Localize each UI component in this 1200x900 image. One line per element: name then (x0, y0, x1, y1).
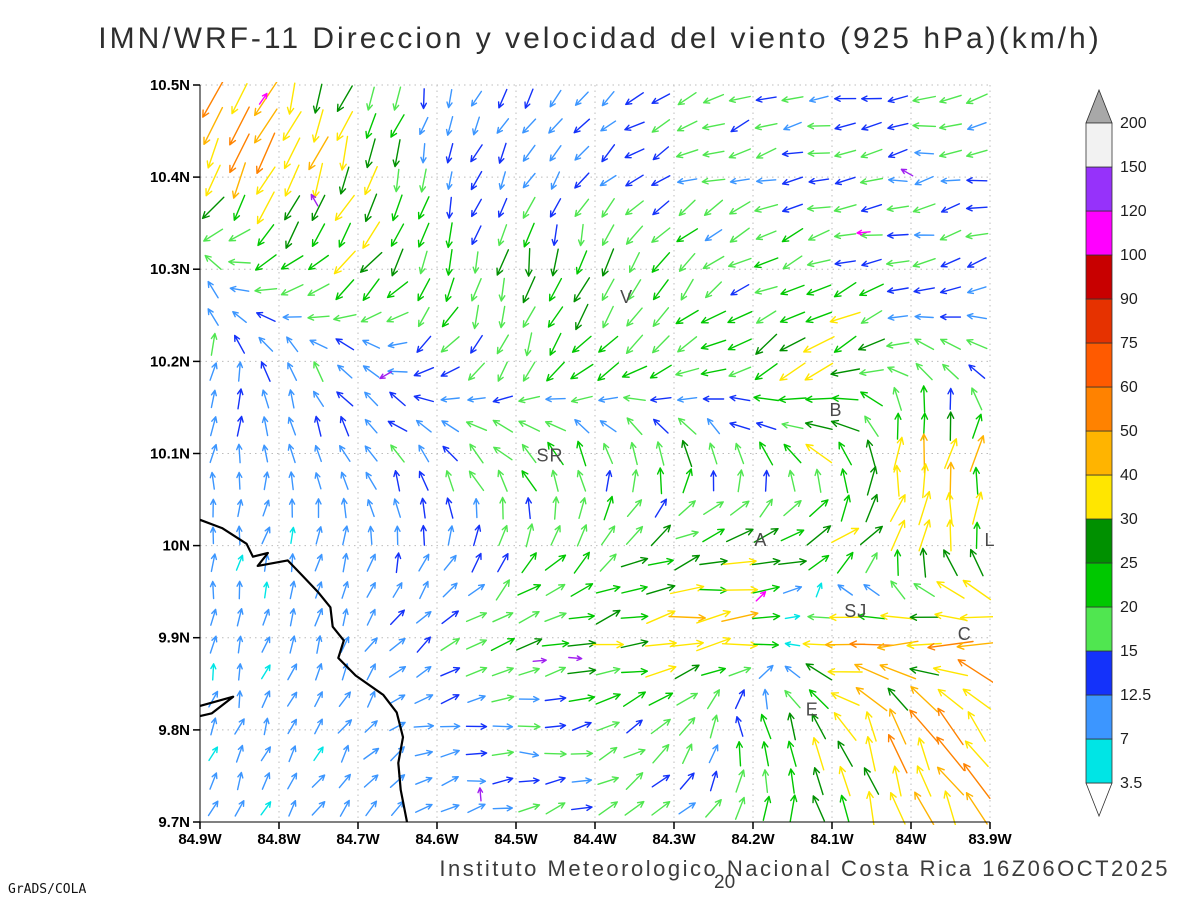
colorbar-tick-label: 200 (1120, 115, 1147, 132)
colorbar-band (1085, 342, 1113, 388)
caption-text: Instituto Meteorologico Nacional Costa R… (439, 856, 1170, 881)
colorbar-tick-label: 12.5 (1120, 687, 1151, 704)
colorbar-band (1085, 738, 1113, 784)
y-tick-label: 10.5N (150, 77, 190, 94)
colorbar-tick-label: 50 (1120, 423, 1138, 440)
colorbar-tick-label: 3.5 (1120, 775, 1142, 792)
colorbar-tick-label: 90 (1120, 291, 1138, 308)
colorbar-above-triangle (1085, 88, 1113, 124)
y-tick-label: 10.4N (150, 169, 190, 186)
station-label-b: B (829, 400, 842, 420)
x-tick-label: 84.7W (336, 831, 380, 848)
colorbar-tick-label: 20 (1120, 599, 1138, 616)
station-labels: V B SR A SJ C E L (536, 287, 995, 720)
colorbar-tick-label: 120 (1120, 203, 1147, 220)
colorbar-tick-label: 25 (1120, 555, 1138, 572)
colorbar-band (1085, 298, 1113, 344)
y-tick-label: 9.7N (158, 814, 190, 831)
colorbar-band (1085, 166, 1113, 212)
x-tick-label: 84.4W (573, 831, 617, 848)
reference-vector-label: 20 (714, 872, 736, 893)
colorbar-below-triangle (1085, 782, 1113, 818)
colorbar-tick-label: 60 (1120, 379, 1138, 396)
station-label-sr: SR (536, 445, 563, 465)
y-tick-label: 10.3N (150, 261, 190, 278)
colorbar-band (1085, 650, 1113, 696)
x-tick-label: 84.1W (810, 831, 854, 848)
colorbar-tick-label: 40 (1120, 467, 1138, 484)
y-tick-label: 9.9N (158, 630, 190, 647)
colorbar-band (1085, 694, 1113, 740)
chart-title: IMN/WRF-11 Direccion y velocidad del vie… (98, 22, 1102, 55)
colorbar-tick-label: 150 (1120, 159, 1147, 176)
station-label-e: E (806, 700, 819, 720)
colorbar-band (1085, 474, 1113, 520)
colorbar-tick-label: 75 (1120, 335, 1138, 352)
x-tick-label: 84.8W (257, 831, 301, 848)
colorbar-band (1085, 210, 1113, 256)
colorbar-band (1085, 254, 1113, 300)
coastline (199, 518, 409, 823)
x-tick-label: 84.9W (178, 831, 222, 848)
colorbar-tick-label: 7 (1120, 731, 1129, 748)
colorbar-band (1085, 562, 1113, 608)
station-label-a: A (754, 530, 767, 550)
colorbar-band (1085, 122, 1113, 168)
station-label-c: C (958, 624, 972, 644)
colorbar-band (1085, 386, 1113, 432)
colorbar-band (1085, 430, 1113, 476)
colorbar-band (1085, 606, 1113, 652)
wind-arrows (201, 82, 993, 825)
x-tick-label: 84.5W (494, 831, 538, 848)
axes: 10.5N 10.4N 10.3N 10.2N 10.1N 10N 9.9N 9.8N 9.7N… (150, 77, 1013, 848)
station-label-v: V (620, 287, 633, 307)
y-tick-label: 10N (162, 538, 190, 555)
x-tick-label: 84W (896, 831, 928, 848)
colorbar-tick-label: 15 (1120, 643, 1138, 660)
colorbar-legend: 3.5 7 12.5 15 20 25 30 40 50 60 75 90 100 120 150 200 (1085, 88, 1151, 818)
x-tick-label: 84.2W (731, 831, 775, 848)
x-tick-label: 84.6W (415, 831, 459, 848)
y-tick-label: 10.2N (150, 353, 190, 370)
station-label-sj: SJ (844, 601, 867, 621)
grads-credit: GrADS/COLA (8, 882, 87, 897)
y-tick-label: 9.8N (158, 722, 190, 739)
x-tick-label: 84.3W (652, 831, 696, 848)
station-label-l: L (984, 530, 995, 550)
colorbar-band (1085, 518, 1113, 564)
colorbar-tick-label: 30 (1120, 511, 1138, 528)
colorbar-tick-label: 100 (1120, 247, 1147, 264)
x-tick-label: 83.9W (968, 831, 1012, 848)
y-tick-label: 10.1N (150, 446, 190, 463)
